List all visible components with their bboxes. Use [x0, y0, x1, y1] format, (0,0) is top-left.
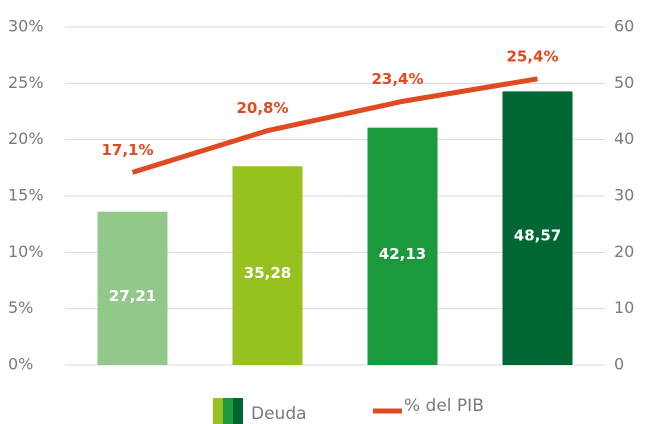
y-tick-label: 25% — [8, 73, 44, 92]
y2-tick-label: 20 — [614, 242, 634, 261]
line-value-label: 17,1% — [101, 141, 153, 159]
legend-swatch — [233, 398, 243, 424]
bar — [232, 166, 303, 365]
y2-tick-label: 10 — [614, 298, 634, 317]
line-value-label: 20,8% — [236, 99, 288, 117]
bar-value-label: 35,28 — [244, 264, 291, 282]
bar — [97, 211, 168, 365]
y-tick-label: 10% — [8, 242, 44, 261]
legend-label: Deuda — [251, 404, 307, 424]
bar — [367, 127, 438, 365]
legend-swatch — [223, 398, 233, 424]
legend-label: % del PIB — [404, 396, 484, 416]
y2-tick-label: 0 — [614, 355, 624, 374]
y-tick-label: 30% — [8, 17, 44, 36]
bar-value-label: 48,57 — [514, 227, 561, 245]
y2-tick-label: 60 — [614, 17, 634, 36]
line — [131, 76, 538, 175]
y2-tick-label: 30 — [614, 186, 634, 205]
y-tick-label: 15% — [8, 186, 44, 205]
legend-swatch — [213, 398, 223, 424]
y-tick-label: 5% — [8, 298, 33, 317]
y2-tick-label: 50 — [614, 73, 634, 92]
bar-value-label: 27,21 — [109, 287, 156, 305]
y-tick-label: 0% — [8, 355, 33, 374]
line-value-label: 25,4% — [506, 47, 558, 65]
bar — [502, 91, 573, 365]
y-tick-label: 20% — [8, 129, 44, 148]
line-value-label: 23,4% — [371, 70, 423, 88]
bar-value-label: 42,13 — [379, 245, 426, 263]
y2-tick-label: 40 — [614, 129, 634, 148]
